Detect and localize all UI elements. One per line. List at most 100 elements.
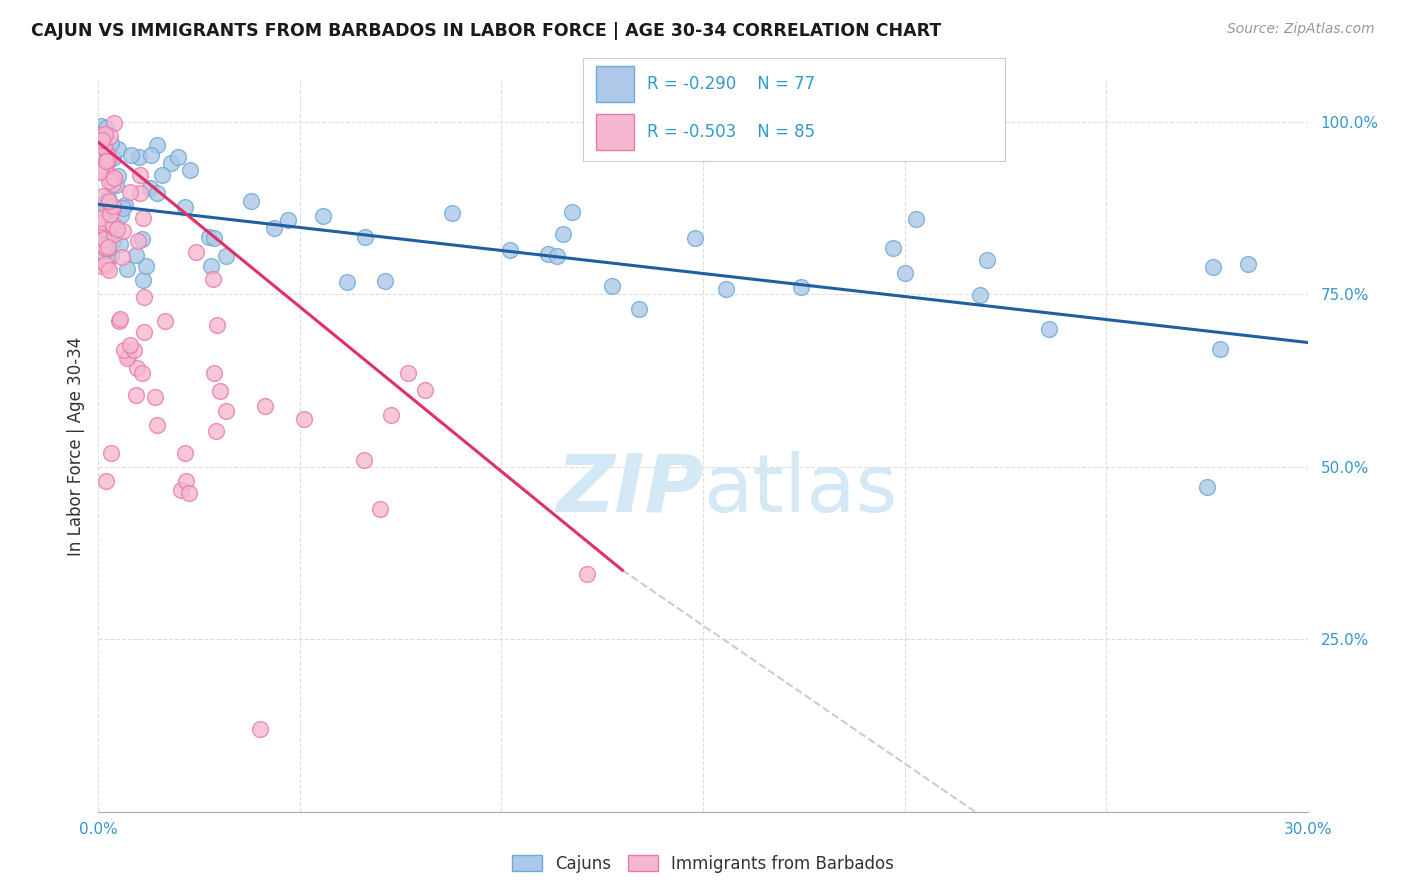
Point <box>90 119 112 133</box>
FancyBboxPatch shape <box>596 114 634 150</box>
Point <box>93 196 115 211</box>
Point <box>91 133 114 147</box>
Point <box>96 242 118 256</box>
Point <box>498 243 520 257</box>
Point <box>215 404 238 418</box>
Point <box>91 212 114 227</box>
Point <box>627 301 650 316</box>
Point <box>277 213 299 227</box>
Point <box>141 148 163 162</box>
Point <box>89 128 111 143</box>
Point <box>98 207 121 221</box>
Point <box>91 222 114 236</box>
Point <box>107 314 129 328</box>
Point <box>292 412 315 426</box>
Text: atlas: atlas <box>703 450 897 529</box>
Point <box>93 200 115 214</box>
Point <box>94 242 117 256</box>
Point <box>115 262 138 277</box>
Point <box>205 318 228 333</box>
Point <box>254 400 277 414</box>
Point <box>128 168 150 182</box>
Point <box>104 178 127 192</box>
Point <box>104 218 127 232</box>
Point <box>87 198 110 212</box>
Point <box>93 221 115 235</box>
Point <box>105 222 128 236</box>
Point <box>179 163 201 178</box>
Point <box>91 260 114 274</box>
Point <box>197 230 219 244</box>
Point <box>135 259 157 273</box>
Text: R = -0.503    N = 85: R = -0.503 N = 85 <box>647 123 815 141</box>
Point <box>976 252 998 267</box>
Point <box>174 201 197 215</box>
Point <box>551 227 574 242</box>
Point <box>96 474 118 488</box>
Point <box>97 191 120 205</box>
Point <box>103 177 125 191</box>
Point <box>714 282 737 296</box>
Point <box>202 231 225 245</box>
Point <box>1195 480 1218 494</box>
Text: R = -0.290    N = 77: R = -0.290 N = 77 <box>647 75 815 93</box>
Point <box>93 140 115 154</box>
Point <box>561 204 583 219</box>
Point <box>94 120 117 135</box>
Point <box>101 202 124 216</box>
Point <box>111 251 134 265</box>
Point <box>103 199 125 213</box>
Point <box>107 142 129 156</box>
Point <box>127 234 149 248</box>
Point <box>312 209 335 223</box>
Point <box>93 232 115 246</box>
Point <box>600 278 623 293</box>
Point <box>170 483 193 497</box>
Legend: Cajuns, Immigrants from Barbados: Cajuns, Immigrants from Barbados <box>505 848 901 880</box>
Point <box>98 129 121 144</box>
Point <box>353 230 375 244</box>
Point <box>96 159 118 173</box>
Point <box>124 343 146 357</box>
Point <box>115 351 138 365</box>
Point <box>100 446 122 460</box>
Point <box>202 366 225 380</box>
Point <box>139 181 162 195</box>
Point <box>125 248 148 262</box>
Point <box>153 314 176 328</box>
Point <box>131 366 153 380</box>
Point <box>150 168 173 182</box>
Point <box>101 220 124 235</box>
Point <box>98 209 121 223</box>
Point <box>174 474 197 488</box>
Point <box>146 186 169 200</box>
Point <box>205 425 228 439</box>
Point <box>120 148 142 162</box>
Text: Source: ZipAtlas.com: Source: ZipAtlas.com <box>1227 22 1375 37</box>
Point <box>98 174 121 188</box>
Point <box>97 240 120 254</box>
Point <box>131 232 153 246</box>
Point <box>93 257 115 271</box>
Point <box>96 259 118 273</box>
Point <box>97 153 120 168</box>
Point <box>129 186 152 200</box>
Point <box>263 221 285 235</box>
Point <box>94 153 117 168</box>
Point <box>969 288 991 302</box>
Point <box>143 390 166 404</box>
Point <box>98 195 121 210</box>
Point <box>685 231 707 245</box>
Point <box>93 136 115 151</box>
Point <box>537 247 560 261</box>
Point <box>146 418 169 433</box>
Point <box>132 273 155 287</box>
Point <box>132 211 155 226</box>
Point <box>336 275 359 289</box>
Point <box>202 272 225 286</box>
Point <box>214 249 236 263</box>
Point <box>103 227 125 241</box>
Point <box>1038 322 1060 336</box>
Point <box>100 136 122 150</box>
Point <box>100 173 122 187</box>
